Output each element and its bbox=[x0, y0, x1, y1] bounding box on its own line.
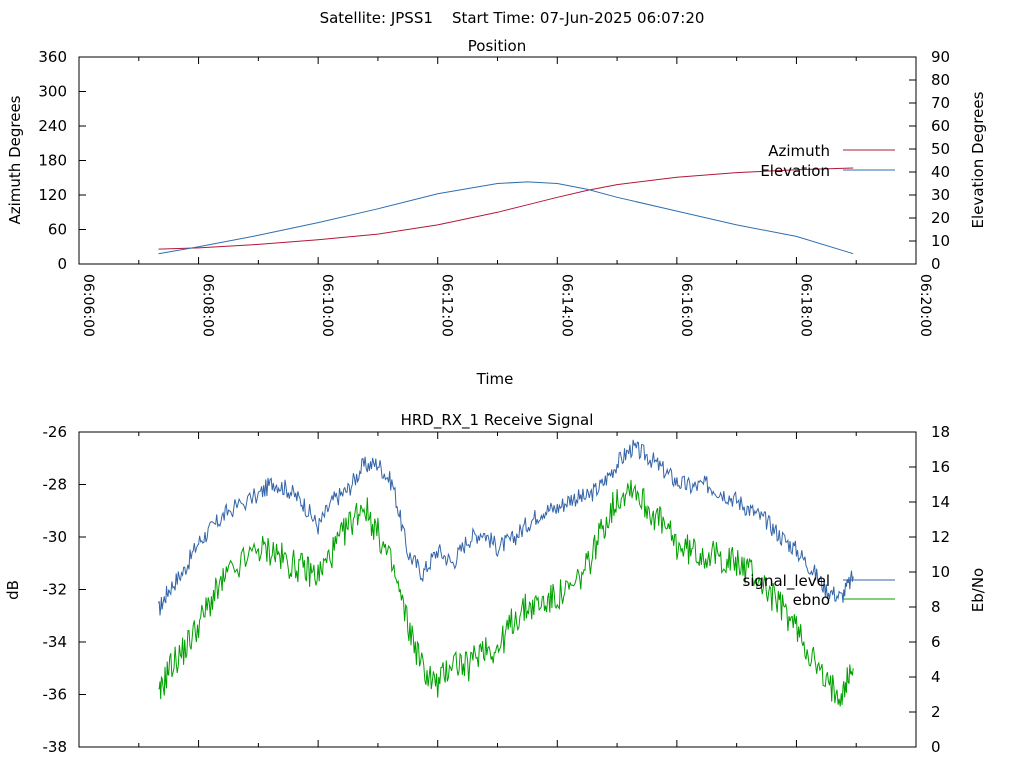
receive-signal-y2-tick-label: 8 bbox=[931, 598, 941, 616]
position-y-tick-label: 300 bbox=[38, 83, 67, 101]
figure-title: Satellite: JPSS1 Start Time: 07-Jun-2025… bbox=[320, 9, 705, 27]
position-y-axis-label: Azimuth Degrees bbox=[6, 95, 24, 224]
position-plot-frame bbox=[78, 56, 917, 265]
position-x-tick-label: 06:06:00 bbox=[80, 274, 96, 337]
receive-signal-legend-label: ebno bbox=[793, 591, 830, 609]
position-chart-title: Position bbox=[468, 37, 526, 55]
receive-signal-y2-axis-label: Eb/No bbox=[969, 568, 987, 612]
position-y2-tick-label: 30 bbox=[931, 186, 950, 204]
position-y-tick-label: 60 bbox=[48, 221, 67, 239]
receive-signal-y-tick-label: -26 bbox=[43, 423, 68, 441]
position-x-tick-label: 06:10:00 bbox=[319, 274, 335, 337]
position-y2-tick-label: 60 bbox=[931, 117, 950, 135]
receive-signal-chart-title: HRD_RX_1 Receive Signal bbox=[401, 411, 594, 430]
position-y-tick-label: 120 bbox=[38, 186, 67, 204]
position-y2-tick-label: 10 bbox=[931, 232, 950, 250]
position-y2-tick-label: 0 bbox=[931, 255, 941, 273]
position-x-tick-label: 06:08:00 bbox=[200, 274, 216, 337]
receive-signal-y-tick-label: -34 bbox=[43, 633, 68, 651]
receive-signal-y2-tick-label: 16 bbox=[931, 458, 950, 476]
position-y-tick-label: 180 bbox=[38, 152, 67, 170]
receive-signal-y-axis-label: dB bbox=[4, 580, 22, 600]
position-legend-label: Azimuth bbox=[768, 142, 830, 160]
position-y2-tick-label: 50 bbox=[931, 140, 950, 158]
position-x-tick-label: 06:12:00 bbox=[439, 274, 455, 337]
position-x-tick-label: 06:14:00 bbox=[558, 274, 574, 337]
position-y2-axis-label: Elevation Degrees bbox=[969, 91, 987, 228]
receive-signal-y2-tick-label: 2 bbox=[931, 703, 941, 721]
position-legend-label: Elevation bbox=[760, 162, 830, 180]
position-series-Azimuth bbox=[158, 167, 854, 250]
receive-signal-y2-tick-label: 4 bbox=[931, 668, 941, 686]
receive-signal-y2-tick-label: 14 bbox=[931, 493, 950, 511]
receive-signal-y-tick-label: -38 bbox=[43, 738, 68, 756]
receive-signal-y-tick-label: -36 bbox=[43, 686, 68, 704]
receive-signal-y2-tick-label: 18 bbox=[931, 423, 950, 441]
receive-signal-y2-tick-label: 10 bbox=[931, 563, 950, 581]
position-x-tick-label: 06:16:00 bbox=[678, 274, 694, 337]
receive-signal-legend-label: signal_level bbox=[742, 572, 830, 591]
position-y2-tick-label: 20 bbox=[931, 209, 950, 227]
position-x-axis-label: Time bbox=[476, 370, 514, 388]
position-y-tick-label: 360 bbox=[38, 48, 67, 66]
position-y-tick-label: 240 bbox=[38, 117, 67, 135]
receive-signal-y-tick-label: -30 bbox=[43, 528, 68, 546]
position-x-tick-label: 06:20:00 bbox=[917, 274, 933, 337]
position-chart: Position Azimuth Degrees Elevation Degre… bbox=[6, 37, 987, 388]
position-y2-tick-label: 70 bbox=[931, 94, 950, 112]
receive-signal-y2-tick-label: 0 bbox=[931, 738, 941, 756]
receive-signal-y2-tick-label: 6 bbox=[931, 633, 941, 651]
receive-signal-y2-tick-label: 12 bbox=[931, 528, 950, 546]
receive-signal-y-tick-label: -28 bbox=[43, 476, 68, 494]
position-x-tick-label: 06:18:00 bbox=[797, 274, 813, 337]
position-y2-tick-label: 90 bbox=[931, 48, 950, 66]
position-series-Elevation bbox=[158, 181, 854, 255]
position-y2-tick-label: 40 bbox=[931, 163, 950, 181]
receive-signal-series-ebno bbox=[158, 479, 854, 707]
receive-signal-series-signal-level bbox=[158, 439, 854, 616]
receive-signal-y-tick-label: -32 bbox=[43, 581, 68, 599]
position-y-tick-label: 0 bbox=[57, 255, 67, 273]
receive-signal-chart: HRD_RX_1 Receive Signal dB Eb/No -38 -36 -… bbox=[4, 411, 987, 756]
position-y2-tick-label: 80 bbox=[931, 71, 950, 89]
